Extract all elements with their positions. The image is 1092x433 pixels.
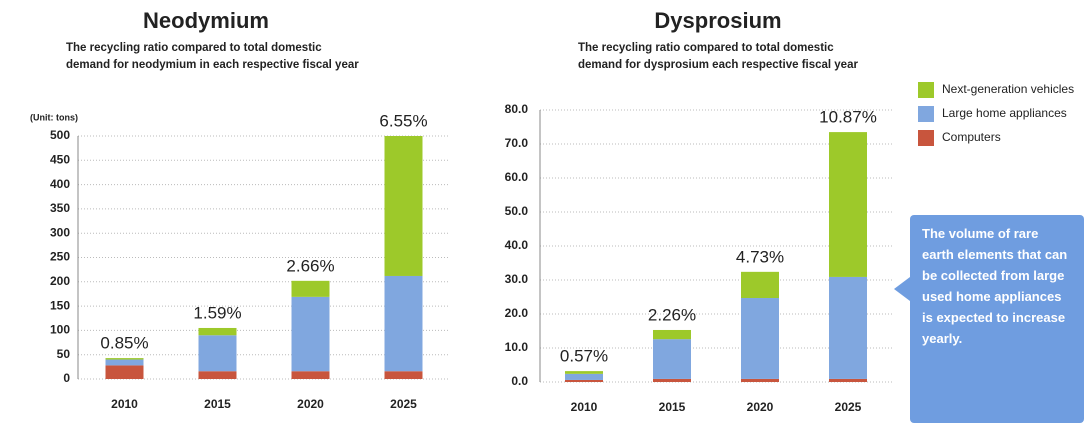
x-tick-label: 2020	[297, 397, 324, 411]
bar-segment	[291, 280, 330, 297]
chart-subtitle: The recycling ratio compared to total do…	[66, 42, 322, 54]
y-tick-label: 40.0	[505, 238, 529, 252]
y-tick-label: 350	[50, 201, 70, 215]
y-tick-label: 50	[57, 347, 71, 361]
bar-segment	[384, 371, 423, 379]
bar-annotation: 10.87%	[819, 108, 877, 127]
bar-annotation: 6.55%	[379, 111, 427, 130]
bar-segment	[384, 136, 423, 276]
x-tick-label: 2025	[835, 400, 862, 414]
y-tick-label: 400	[50, 177, 70, 191]
bar-annotation: 1.59%	[193, 303, 241, 322]
legend-label: Computers	[942, 130, 1001, 144]
y-tick-label: 70.0	[505, 136, 529, 150]
callout: The volume of rare earth elements that c…	[910, 215, 1084, 423]
y-tick-label: 100	[50, 323, 70, 337]
y-tick-label: 0	[63, 371, 70, 385]
chart-title: Dysprosium	[654, 8, 781, 33]
bar-segment	[829, 378, 867, 382]
y-tick-label: 20.0	[505, 306, 529, 320]
y-tick-label: 500	[50, 128, 70, 142]
x-tick-label: 2015	[659, 400, 686, 414]
legend-swatch	[918, 82, 934, 98]
bar-segment	[291, 371, 330, 379]
bar-segment	[741, 298, 779, 379]
callout-pointer	[894, 277, 910, 301]
bar-annotation: 2.26%	[648, 305, 696, 324]
y-tick-label: 60.0	[505, 170, 529, 184]
x-tick-label: 2020	[747, 400, 774, 414]
chart-subtitle: demand for dysprosium each respective fi…	[578, 59, 858, 71]
bar-segment	[829, 132, 867, 277]
bar-segment	[105, 365, 144, 379]
y-tick-label: 10.0	[505, 340, 529, 354]
bar-segment	[741, 378, 779, 382]
x-tick-label: 2015	[204, 397, 231, 411]
bar-segment	[105, 359, 144, 366]
bar-annotation: 0.57%	[560, 347, 608, 366]
bar-segment	[291, 296, 330, 372]
y-tick-label: 30.0	[505, 272, 529, 286]
y-tick-label: 200	[50, 274, 70, 288]
legend-label: Next-generation vehicles	[942, 82, 1075, 96]
bar-segment	[565, 379, 603, 382]
bar-segment	[384, 275, 423, 372]
bar-segment	[829, 276, 867, 379]
bar-annotation: 4.73%	[736, 247, 784, 266]
y-tick-label: 80.0	[505, 102, 529, 116]
legend-swatch	[918, 130, 934, 146]
y-tick-label: 450	[50, 152, 70, 166]
legend-swatch	[918, 106, 934, 122]
legend-label: Large home appliances	[942, 106, 1067, 120]
bar-segment	[653, 329, 691, 340]
bar-segment	[565, 371, 603, 374]
bar-segment	[565, 373, 603, 380]
y-tick-label: 50.0	[505, 204, 529, 218]
bar-segment	[653, 378, 691, 382]
chart-subtitle: The recycling ratio compared to total do…	[578, 42, 834, 54]
bar-segment	[198, 335, 237, 372]
bar-segment	[198, 327, 237, 336]
y-tick-label: 300	[50, 225, 70, 239]
bar-segment	[105, 358, 144, 360]
legend-item: Next-generation vehicles	[918, 82, 1088, 98]
y-tick-label: 0.0	[511, 374, 528, 388]
y-tick-label: 150	[50, 298, 70, 312]
legend: Next-generation vehicles Large home appli…	[918, 82, 1088, 154]
y-axis-label: (Unit: tons)	[30, 112, 78, 122]
chart-subtitle: demand for neodymium in each respective …	[66, 59, 359, 71]
x-tick-label: 2025	[390, 397, 417, 411]
bar-segment	[653, 339, 691, 379]
chart-title: Neodymium	[143, 8, 269, 33]
bar-annotation: 0.85%	[100, 334, 148, 353]
legend-item: Large home appliances	[918, 106, 1088, 122]
x-tick-label: 2010	[571, 400, 598, 414]
bar-segment	[741, 271, 779, 299]
y-tick-label: 250	[50, 250, 70, 264]
x-tick-label: 2010	[111, 397, 138, 411]
bar-annotation: 2.66%	[286, 256, 334, 275]
bar-segment	[198, 371, 237, 379]
legend-item: Computers	[918, 130, 1088, 146]
